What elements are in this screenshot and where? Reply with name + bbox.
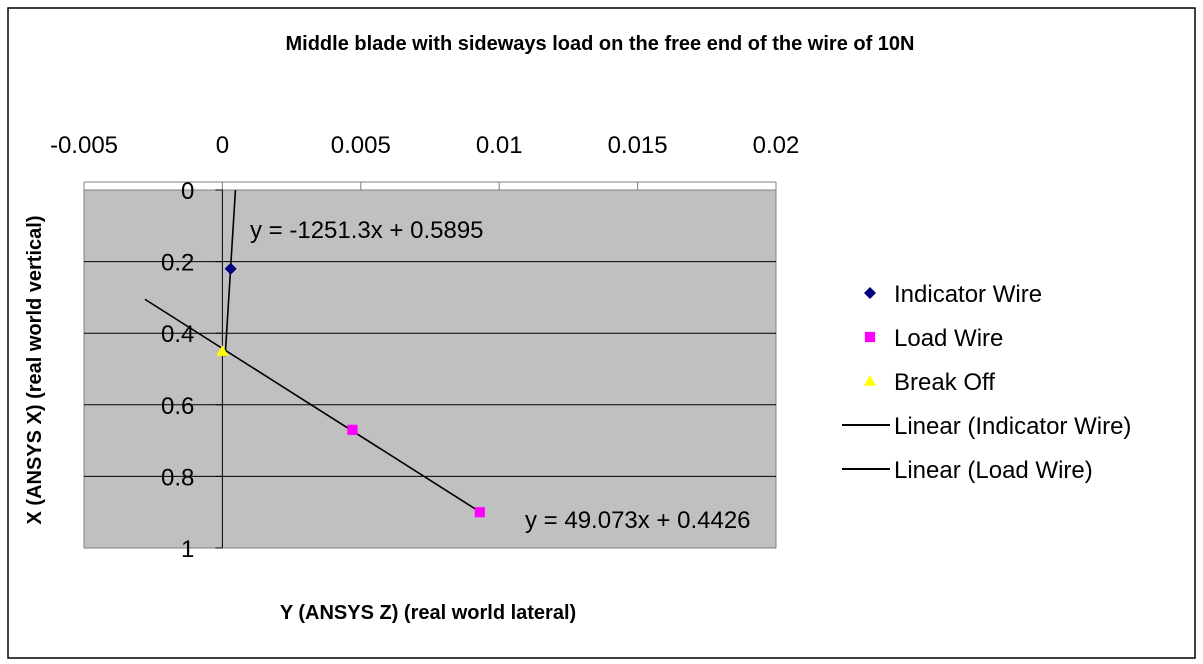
data-point-indicator-wire xyxy=(224,262,237,275)
x-tick-label: 0.01 xyxy=(476,132,523,159)
y-tick-label: 0.4 xyxy=(161,321,194,348)
legend-label: Indicator Wire xyxy=(894,281,1042,308)
x-tick-label: 0.005 xyxy=(331,132,391,159)
trendline-equation-load: y = 49.073x + 0.4426 xyxy=(525,507,751,534)
x-axis-title: Y (ANSYS Z) (real world lateral) xyxy=(280,602,576,624)
y-tick-label: 0.6 xyxy=(161,393,194,420)
data-point-load-wire xyxy=(347,424,358,435)
x-tick-label: 0.015 xyxy=(608,132,668,159)
y-tick-label: 0.2 xyxy=(161,250,194,277)
tick-labels: -0.005 0 0.005 0.01 0.015 0.02 0 0.2 0.4 0.6 0.8 1 xyxy=(50,132,799,563)
plot-area xyxy=(83,189,777,549)
y-tick-label: 0.8 xyxy=(161,464,194,491)
chart-title: Middle blade with sideways load on the f… xyxy=(286,33,915,55)
data-points xyxy=(216,262,485,518)
data-point-load-wire xyxy=(474,507,485,518)
x-tick-label: 0.02 xyxy=(753,132,800,159)
legend-marker xyxy=(864,375,876,386)
legend-label: Load Wire xyxy=(894,325,1003,352)
legend: Indicator Wire Load Wire Break Off Linear (… xyxy=(842,281,1131,484)
y-tick-label: 0 xyxy=(181,178,194,205)
x-tick-label: -0.005 xyxy=(50,132,118,159)
legend-label: Linear (Load Wire) xyxy=(894,457,1093,484)
x-tick-label: 0 xyxy=(216,132,229,159)
trendline-equation-indicator: y = -1251.3x + 0.5895 xyxy=(250,217,484,244)
axes xyxy=(83,181,777,549)
legend-label: Linear (Indicator Wire) xyxy=(894,413,1131,440)
legend-marker xyxy=(864,287,876,299)
legend-label: Break Off xyxy=(894,369,995,396)
trendline-load-wire xyxy=(144,298,481,513)
data-point-break-off xyxy=(216,345,229,356)
y-tick-label: 1 xyxy=(181,536,194,563)
y-axis-title: X (ANSYS X) (real world vertical) xyxy=(24,216,46,525)
legend-marker xyxy=(864,331,876,343)
